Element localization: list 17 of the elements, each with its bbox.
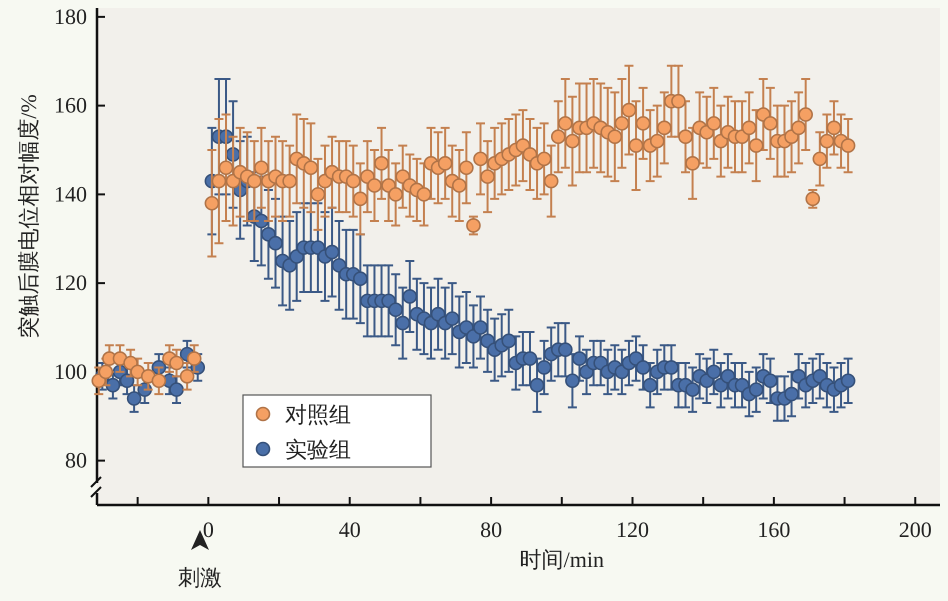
- x-tick-label: 200: [898, 517, 932, 542]
- y-tick-label: 80: [65, 448, 87, 473]
- y-axis-title: 突触后膜电位相对幅度/%: [16, 94, 41, 339]
- y-tick-label: 160: [54, 92, 87, 118]
- y-tick-label: 100: [54, 358, 87, 384]
- legend-label: 实验组: [285, 437, 351, 462]
- y-tick-label: 140: [54, 181, 87, 206]
- x-tick-label: 160: [757, 517, 790, 542]
- x-tick-label: 120: [616, 517, 649, 542]
- y-tick-label: 120: [54, 270, 87, 296]
- text: 刺激: [178, 565, 222, 590]
- y-tick-label: 180: [54, 4, 87, 29]
- x-axis-title: 时间/min: [520, 547, 604, 572]
- x-tick-label: 40: [338, 517, 361, 542]
- legend-label: 对照组: [285, 402, 351, 427]
- x-tick-label: 80: [480, 517, 502, 542]
- x-tick-label: 0: [202, 517, 214, 542]
